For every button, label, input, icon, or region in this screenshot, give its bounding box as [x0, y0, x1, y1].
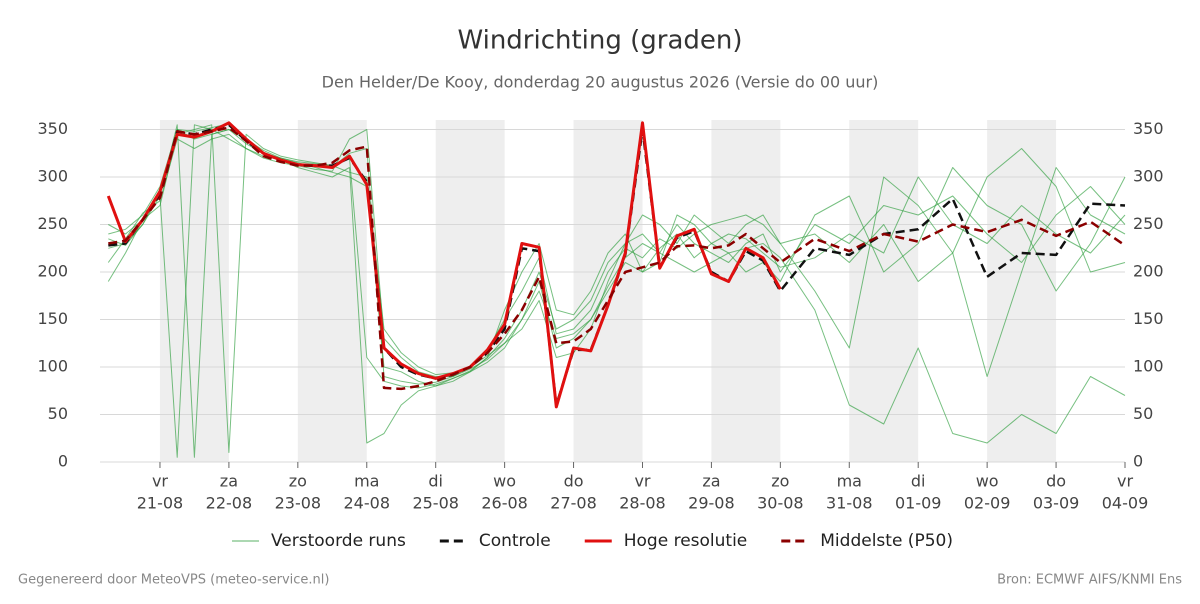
y2-tick-label: 350 — [1133, 119, 1164, 138]
x-tick-label: 29-08 — [688, 494, 735, 513]
chart-subtitle: Den Helder/De Kooy, donderdag 20 augustu… — [322, 73, 879, 92]
x-tick-weekday: zo — [289, 472, 307, 491]
x-tick-weekday: do — [1046, 472, 1066, 491]
y2-tick-label: 0 — [1133, 452, 1143, 471]
x-tick-label: 25-08 — [412, 494, 459, 513]
x-tick-weekday: vr — [152, 472, 168, 491]
x-tick-weekday: za — [220, 472, 238, 491]
y-tick-label: 300 — [37, 167, 68, 186]
day-band — [159, 120, 229, 462]
legend-label: Hoge resolutie — [624, 531, 748, 551]
y-tick-label: 350 — [37, 119, 68, 138]
x-tick-label: 26-08 — [481, 494, 528, 513]
x-tick-label: 02-09 — [964, 494, 1011, 513]
day-band — [435, 120, 505, 462]
y-tick-label: 200 — [37, 262, 68, 281]
legend-label: Controle — [479, 531, 551, 551]
y-tick-label: 100 — [37, 357, 68, 376]
ensemble-line — [107, 124, 1126, 453]
footer-credit: Gegenereerd door MeteoVPS (meteo-service… — [18, 573, 329, 588]
legend-label: Middelste (P50) — [820, 531, 953, 551]
x-tick-label: 04-09 — [1102, 494, 1149, 513]
y-tick-label: 250 — [37, 214, 68, 233]
x-tick-label: 22-08 — [206, 494, 253, 513]
y2-tick-label: 250 — [1133, 214, 1164, 233]
x-tick-label: 21-08 — [137, 494, 184, 513]
series-line — [106, 121, 782, 409]
day-band — [987, 120, 1057, 462]
y2-tick-label: 200 — [1133, 262, 1164, 281]
series-line — [108, 126, 1126, 391]
y2-tick-label: 50 — [1133, 404, 1153, 423]
y-tick-label: 50 — [48, 404, 68, 423]
x-tick-label: 23-08 — [275, 494, 322, 513]
day-band — [711, 120, 781, 462]
chart-title: Windrichting (graden) — [457, 26, 742, 56]
legend-label: Verstoorde runs — [271, 531, 406, 551]
x-tick-weekday: za — [702, 472, 720, 491]
x-tick-weekday: vr — [634, 472, 650, 491]
y2-tick-label: 150 — [1133, 309, 1164, 328]
x-tick-weekday: do — [564, 472, 584, 491]
x-tick-label: 03-09 — [1033, 494, 1080, 513]
x-tick-label: 28-08 — [619, 494, 666, 513]
footer-source: Bron: ECMWF AIFS/KNMI Ens — [997, 573, 1182, 588]
x-tick-label: 30-08 — [757, 494, 804, 513]
x-tick-weekday: ma — [354, 472, 379, 491]
y-tick-label: 150 — [37, 309, 68, 328]
x-tick-weekday: wo — [976, 472, 999, 491]
y-tick-label: 0 — [58, 452, 68, 471]
ensemble-line — [107, 129, 1126, 377]
x-tick-weekday: wo — [493, 472, 516, 491]
x-tick-weekday: di — [911, 472, 926, 491]
y2-tick-label: 300 — [1133, 167, 1164, 186]
x-tick-weekday: zo — [771, 472, 789, 491]
x-tick-label: 01-09 — [895, 494, 942, 513]
x-tick-weekday: ma — [837, 472, 862, 491]
x-tick-label: 27-08 — [550, 494, 597, 513]
x-tick-weekday: vr — [1117, 472, 1133, 491]
x-tick-label: 24-08 — [344, 494, 391, 513]
x-tick-weekday: di — [428, 472, 443, 491]
y2-tick-label: 100 — [1133, 357, 1164, 376]
x-tick-label: 31-08 — [826, 494, 873, 513]
